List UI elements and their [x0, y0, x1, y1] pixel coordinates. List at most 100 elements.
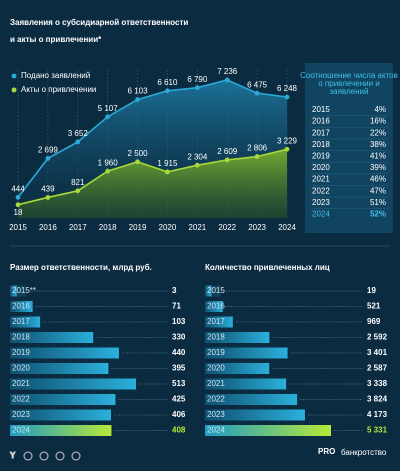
bar — [205, 425, 331, 436]
point — [75, 139, 81, 145]
point — [135, 159, 140, 165]
value-label: 2 304 — [187, 152, 208, 161]
value-label: 521 — [367, 302, 381, 311]
value-label: 7 236 — [217, 67, 238, 76]
row-year: 2023 — [312, 198, 330, 207]
value-label: 2 806 — [247, 144, 268, 153]
row-year: 2017 — [312, 128, 330, 137]
bar — [205, 285, 212, 297]
category-label: 2019 — [12, 348, 30, 357]
point — [45, 195, 51, 200]
point — [254, 154, 260, 159]
bar — [205, 409, 305, 421]
value-label: 6 103 — [128, 87, 149, 96]
row-ratio: 4% — [374, 105, 386, 114]
panel-title: Соотношение числа актов о привлечении и за… — [300, 71, 398, 96]
row-year: 2018 — [312, 140, 330, 149]
row-ratio: 47% — [370, 186, 386, 195]
value-label: 4 173 — [367, 410, 388, 419]
point — [194, 85, 200, 91]
legend-marker — [11, 73, 17, 79]
value-label: 969 — [367, 317, 381, 326]
area — [18, 149, 287, 218]
value-label: 406 — [172, 410, 186, 419]
category-label: 2021 — [207, 379, 225, 388]
value-label: 18 — [14, 208, 23, 217]
category-label: 2023 — [207, 410, 225, 419]
row-ratio: 46% — [370, 175, 386, 184]
legend-marker — [11, 87, 17, 93]
category-label: 2016 — [12, 302, 30, 311]
value-label: 6 248 — [277, 84, 298, 93]
bar — [10, 394, 116, 405]
side-panel — [305, 63, 393, 233]
value-label: 3 338 — [367, 379, 388, 388]
point — [105, 168, 111, 174]
point — [224, 77, 230, 83]
point — [105, 114, 111, 120]
bar — [10, 425, 112, 436]
point — [284, 94, 290, 100]
value-label: 6 790 — [187, 75, 208, 84]
x-tick-label: 2017 — [69, 223, 87, 232]
x-tick-label: 2016 — [39, 223, 57, 232]
legend-label: Акты о привлечении — [21, 85, 96, 94]
value-label: 2 609 — [217, 147, 238, 156]
x-tick-label: 2015 — [9, 223, 27, 232]
row-ratio: 16% — [370, 117, 386, 126]
value-label: 440 — [172, 348, 186, 357]
point — [15, 202, 21, 208]
point — [75, 188, 81, 194]
legend-label: Подано заявлений — [21, 71, 90, 80]
row-ratio: 51% — [370, 198, 386, 207]
point — [135, 97, 140, 102]
bar-bg — [10, 285, 26, 297]
value-label: 3 652 — [68, 129, 89, 138]
value-label: 439 — [41, 185, 55, 194]
bar — [205, 301, 223, 312]
bar — [205, 332, 270, 343]
category-label: 2021 — [12, 379, 30, 388]
point — [15, 194, 21, 200]
row-ratio: 38% — [370, 140, 386, 149]
row-ratio: 41% — [370, 152, 386, 161]
value-label: 2 587 — [367, 364, 388, 373]
category-label: 2022 — [207, 395, 225, 404]
bar-bg — [205, 285, 221, 297]
row-ratio: 39% — [370, 163, 386, 172]
row-year: 2021 — [312, 175, 330, 184]
svg-text:Y: Y — [10, 451, 16, 460]
category-label: 2015** — [12, 286, 36, 295]
category-label: 2018 — [207, 333, 225, 342]
footer-icons: Y — [10, 451, 81, 461]
x-tick-label: 2018 — [99, 223, 117, 232]
category-label: 2016 — [207, 302, 225, 311]
category-label: 2017 — [207, 317, 225, 326]
bar — [205, 347, 288, 359]
point — [284, 146, 290, 152]
row-year: 2015 — [312, 105, 330, 114]
category-label: 2020 — [207, 364, 225, 373]
value-label: 2 592 — [367, 333, 388, 342]
category-label: 2018 — [12, 333, 30, 342]
point — [254, 90, 260, 96]
value-label: 1 915 — [157, 159, 178, 168]
row-year: 2019 — [312, 152, 330, 161]
category-label: 2022 — [12, 395, 30, 404]
value-label: 3 — [172, 286, 177, 295]
category-label: 2019 — [207, 348, 225, 357]
row-year: 2020 — [312, 163, 330, 172]
x-tick-label: 2021 — [188, 223, 206, 232]
value-label: 6 610 — [157, 78, 178, 87]
bar — [10, 378, 136, 390]
value-label: 408 — [172, 426, 186, 435]
bar — [205, 394, 298, 405]
value-label: 425 — [172, 395, 186, 404]
bar — [10, 363, 109, 374]
row-ratio: 52% — [370, 210, 386, 219]
value-label: 1 960 — [98, 158, 119, 167]
category-label: 2020 — [12, 364, 30, 373]
value-label: 71 — [172, 302, 181, 311]
row-year: 2022 — [312, 186, 330, 195]
